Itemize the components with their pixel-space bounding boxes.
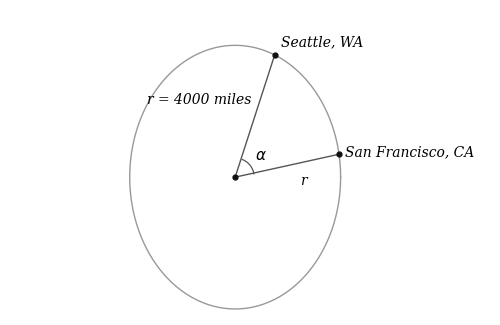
Text: San Francisco, CA: San Francisco, CA — [345, 146, 474, 160]
Text: $\alpha$: $\alpha$ — [256, 149, 268, 163]
Text: r: r — [300, 174, 306, 188]
Text: Seattle, WA: Seattle, WA — [280, 35, 363, 49]
Text: r = 4000 miles: r = 4000 miles — [146, 93, 251, 107]
